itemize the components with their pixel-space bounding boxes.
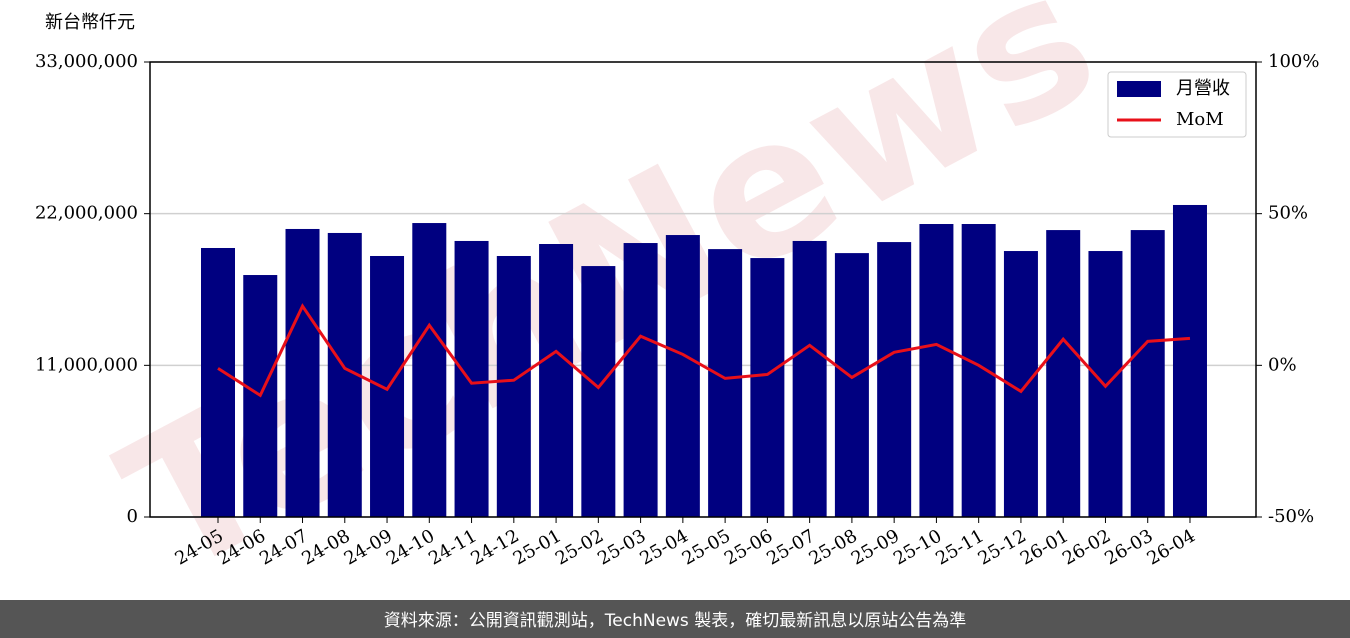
y2-tick-label: 100%: [1268, 51, 1319, 72]
x-tick-label: 26-04: [1144, 525, 1199, 569]
line: [217, 303, 1191, 398]
legend-label: MoM: [1176, 109, 1224, 130]
bar: [919, 224, 954, 517]
bar: [454, 240, 489, 517]
y-tick-label: 22,000,000: [35, 203, 138, 224]
bar: [581, 266, 616, 517]
y-tick-label: 11,000,000: [35, 354, 138, 375]
y2-tick-label: 0%: [1268, 354, 1297, 375]
y2-tick-label: -50%: [1268, 506, 1314, 527]
legend-label: 月營收: [1176, 78, 1230, 99]
bar: [834, 253, 869, 517]
bar: [665, 235, 700, 517]
bar: [412, 223, 447, 517]
y2-tick-label: 50%: [1268, 203, 1308, 224]
footer-band: [0, 600, 1350, 638]
plot-frame: [149, 61, 1257, 518]
bar: [1172, 204, 1207, 518]
bar: [750, 258, 785, 517]
bar: [539, 244, 574, 517]
y-tick-label: 33,000,000: [35, 51, 138, 72]
legend-swatch: [1117, 81, 1161, 97]
bar: [1046, 230, 1081, 517]
bar: [285, 228, 320, 518]
y-tick-label: 0: [127, 506, 138, 527]
bar: [1088, 251, 1123, 518]
footer: 資料來源：公開資訊觀測站，TechNews 製表，確切最新訊息以原站公告為準: [384, 611, 966, 631]
bar: [1130, 230, 1165, 517]
bar: [623, 243, 658, 517]
bar: [877, 242, 912, 517]
bar: [201, 247, 235, 518]
bar: [370, 255, 405, 517]
bar: [708, 249, 743, 518]
bar: [792, 240, 827, 517]
bar: [496, 255, 531, 517]
bar: [961, 224, 996, 517]
y-axis-label: 新台幣仟元: [45, 12, 135, 33]
